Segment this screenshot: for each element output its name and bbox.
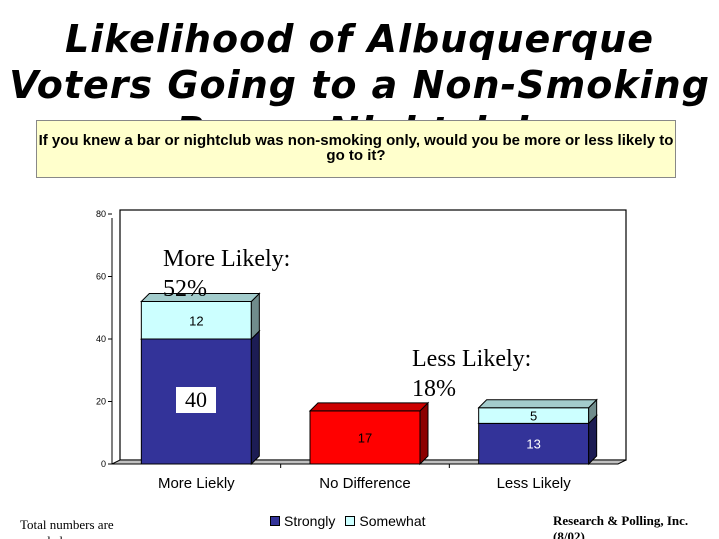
annotation-more-likely: More Likely: 52%: [163, 244, 343, 304]
annotation-less-likely: Less Likely: 18%: [412, 344, 592, 404]
data-label-no_difference-1: 17: [358, 430, 372, 445]
x-tick-label-1: No Difference: [319, 475, 410, 492]
y-tick-label: 60: [96, 272, 106, 282]
bar-top-somewhat-2: [477, 399, 598, 409]
y-tick-label: 40: [96, 334, 106, 344]
bar-somewhat-0: [140, 301, 252, 340]
x-tick-label-2: Less Likely: [497, 475, 572, 492]
bar-top-no_difference-1: [308, 402, 430, 412]
credit: Research & Polling, Inc. (8/02): [553, 513, 689, 539]
footnote: Total numbers are rounded.: [20, 517, 114, 539]
y-tick-label: 80: [96, 209, 106, 219]
legend-swatch-somewhat: [345, 516, 356, 526]
data-label-more-strongly-box: 40: [176, 387, 216, 413]
y-tick-label: 0: [101, 459, 106, 469]
chart-legend: Strongly Somewhat: [270, 513, 426, 529]
bar-side-strongly-0: [250, 329, 260, 466]
data-label-strongly-2: 13: [526, 437, 540, 452]
annotation-more-likely-label: More Likely:: [163, 246, 291, 272]
bar-strongly-2: [478, 422, 590, 465]
legend-item-somewhat: Somewhat: [345, 513, 426, 529]
survey-question: If you knew a bar or nightclub was non-s…: [36, 120, 676, 178]
x-tick-label-0: More Liekly: [158, 475, 235, 492]
y-tick-label: 20: [96, 397, 106, 407]
data-label-somewhat-2: 5: [530, 409, 537, 424]
annotation-less-likely-value: 18%: [412, 376, 456, 402]
bar-side-no_difference-1: [419, 401, 429, 466]
legend-label-somewhat: Somewhat: [359, 513, 426, 529]
annotation-less-likely-label: Less Likely:: [412, 346, 532, 372]
legend-swatch-strongly: [270, 516, 280, 526]
chart-title: Likelihood of Albuquerque Voters Going t…: [9, 17, 710, 126]
data-label-somewhat-0: 12: [189, 313, 203, 328]
annotation-more-likely-value: 52%: [163, 276, 207, 302]
legend-item-strongly: Strongly: [270, 513, 335, 529]
legend-label-strongly: Strongly: [284, 513, 336, 529]
bar-top-somewhat-0: [140, 293, 261, 302]
